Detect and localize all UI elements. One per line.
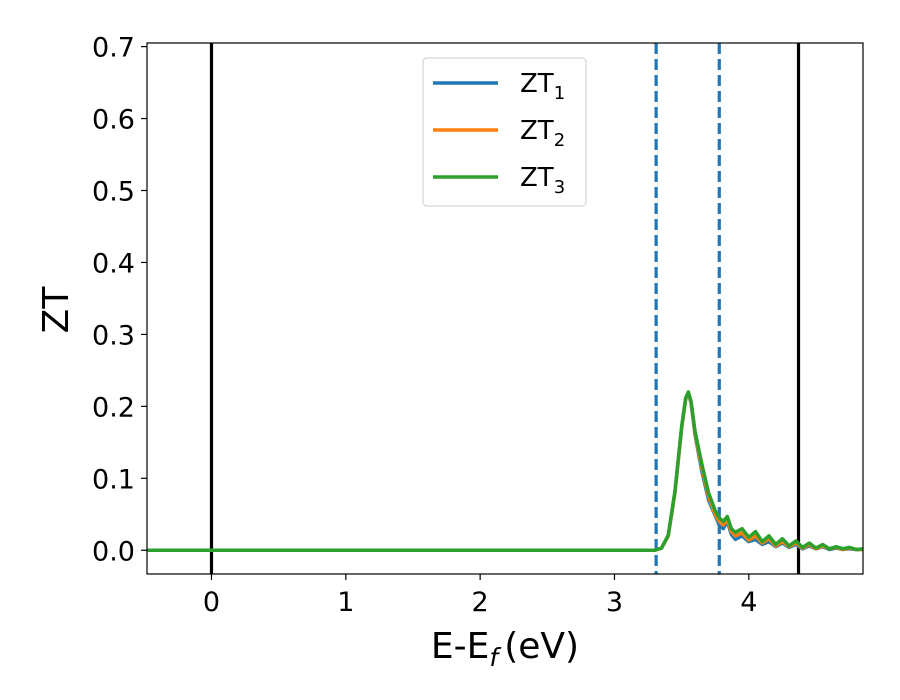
y-tick-label: 0.4	[92, 248, 135, 279]
y-tick-label: 0.1	[92, 464, 135, 495]
legend-label-zt2: ZT2	[520, 116, 565, 151]
x-axis-label-unit: (eV)	[504, 626, 579, 667]
reference-lines	[209, 43, 801, 574]
y-axis-label: ZT	[36, 286, 77, 334]
x-tick-label: 3	[606, 587, 623, 618]
legend-label-zt3: ZT3	[520, 163, 565, 198]
y-axis: 0.0 0.1 0.2 0.3 0.4 0.5 0.6 0.7	[92, 33, 147, 567]
x-axis-label: E-Ef (eV)	[431, 626, 579, 672]
y-tick-label: 0.3	[92, 320, 135, 351]
x-tick-label: 1	[337, 587, 354, 618]
y-tick-label: 0.7	[92, 33, 135, 64]
legend: ZT1 ZT2 ZT3	[422, 57, 587, 207]
series-layer	[147, 390, 863, 553]
plot-frame	[146, 42, 864, 575]
legend-label-zt1: ZT1	[520, 69, 565, 104]
y-tick-label: 0.2	[92, 392, 135, 423]
x-tick-label: 0	[203, 587, 220, 618]
x-axis-label-main: E-E	[431, 626, 489, 667]
x-tick-label: 4	[740, 587, 757, 618]
legend-box	[422, 57, 587, 207]
y-tick-label: 0.5	[92, 177, 135, 208]
y-tick-label: 0.6	[92, 105, 135, 136]
series-line-zt3	[147, 390, 863, 553]
x-axis: 0 1 2 3 4	[203, 574, 757, 618]
x-tick-label: 2	[472, 587, 489, 618]
y-tick-label: 0.0	[92, 536, 135, 567]
